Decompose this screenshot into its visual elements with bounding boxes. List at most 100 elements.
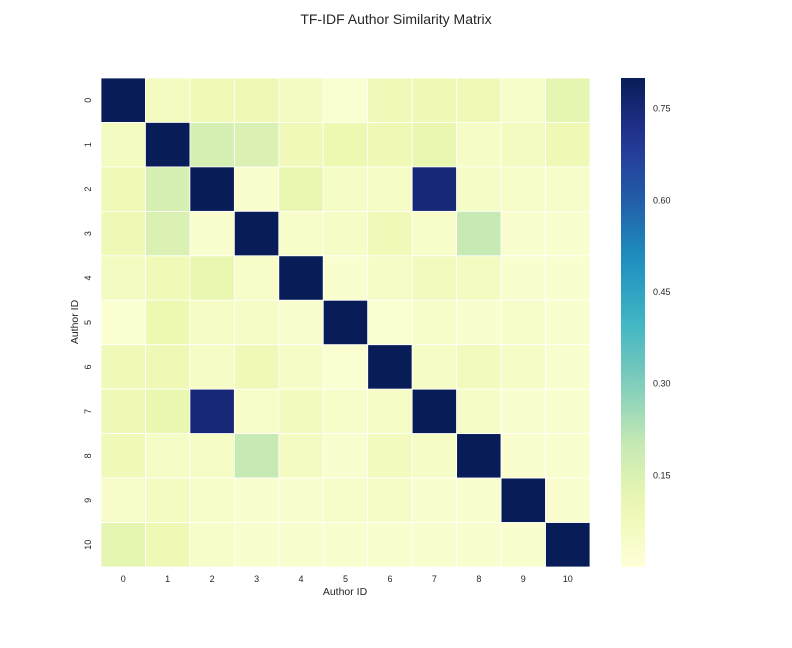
heatmap-cell: [545, 299, 591, 346]
heatmap-cell: [411, 299, 458, 346]
colorbar-tick-label: 0.15: [653, 470, 671, 480]
colorbar: [621, 78, 645, 567]
heatmap-cell: [500, 166, 546, 212]
x-tick-label: 9: [521, 574, 526, 584]
colorbar-tick-label: 0.30: [653, 379, 671, 389]
x-tick-label: 6: [387, 574, 392, 584]
heatmap-cell: [456, 77, 502, 123]
x-tick-label: 1: [165, 574, 170, 584]
heatmap-cell: [411, 433, 458, 479]
x-tick-label: 4: [299, 574, 304, 584]
heatmap-cell: [545, 166, 591, 212]
heatmap-cell: [189, 477, 235, 523]
heatmap-cell: [322, 166, 369, 212]
heatmap-cell: [411, 388, 458, 435]
y-tick-label: 10: [83, 540, 93, 550]
heatmap-cell: [145, 388, 191, 435]
heatmap-cell: [278, 477, 324, 523]
heatmap-cell: [411, 166, 458, 212]
heatmap-cell: [189, 122, 235, 168]
heatmap-cell: [322, 522, 369, 568]
heatmap-cell: [500, 522, 546, 568]
heatmap-cell: [456, 122, 502, 168]
heatmap-cell: [411, 477, 458, 523]
heatmap-cell: [367, 77, 413, 123]
heatmap-cell: [278, 210, 324, 257]
heatmap-cell: [189, 299, 235, 346]
heatmap-cell: [145, 522, 191, 568]
heatmap-cell: [545, 477, 591, 523]
heatmap-cell: [322, 388, 369, 435]
heatmap-cell: [545, 255, 591, 301]
heatmap-cell: [456, 166, 502, 212]
heatmap-cell: [100, 77, 146, 123]
heatmap-cell: [411, 77, 458, 123]
heatmap-cell: [500, 77, 546, 123]
x-tick-label: 5: [343, 574, 348, 584]
heatmap-cell: [500, 122, 546, 168]
heatmap-cell: [278, 522, 324, 568]
x-tick-label: 8: [476, 574, 481, 584]
heatmap-cell: [189, 344, 235, 390]
y-tick-label: 8: [83, 453, 93, 458]
heatmap-cell: [456, 388, 502, 435]
heatmap-cell: [145, 255, 191, 301]
y-tick-label: 9: [83, 498, 93, 503]
y-tick-label: 5: [83, 320, 93, 325]
heatmap-cell: [278, 166, 324, 212]
heatmap-cell: [278, 388, 324, 435]
heatmap-cell: [411, 522, 458, 568]
heatmap-cell: [145, 77, 191, 123]
heatmap-cell: [278, 433, 324, 479]
heatmap-cell: [322, 433, 369, 479]
heatmap-cell: [456, 299, 502, 346]
heatmap-cell: [145, 210, 191, 257]
heatmap-cell: [100, 299, 146, 346]
heatmap-cell: [411, 210, 458, 257]
heatmap-cell: [278, 299, 324, 346]
heatmap-cell: [411, 344, 458, 390]
y-tick-label: 4: [83, 276, 93, 281]
heatmap-cell: [322, 210, 369, 257]
heatmap-cell: [367, 522, 413, 568]
heatmap-cell: [100, 210, 146, 257]
heatmap-cell: [322, 344, 369, 390]
heatmap-cell: [100, 433, 146, 479]
heatmap-cell: [189, 166, 235, 212]
heatmap-cell: [189, 255, 235, 301]
y-tick-labels: 0 1 2 3 4 5 6 7 8 9 10: [83, 98, 93, 550]
heatmap-cell: [411, 122, 458, 168]
heatmap-cells: [100, 77, 591, 568]
heatmap-cell: [145, 477, 191, 523]
x-tick-label: 7: [432, 574, 437, 584]
heatmap-cell: [189, 77, 235, 123]
heatmap-cell: [367, 210, 413, 257]
x-tick-label: 3: [254, 574, 259, 584]
heatmap-cell: [233, 210, 280, 257]
heatmap-cell: [545, 344, 591, 390]
heatmap-cell: [145, 344, 191, 390]
y-tick-label: 3: [83, 231, 93, 236]
x-tick-labels: 0 1 2 3 4 5 6 7 8 9 10: [121, 574, 573, 584]
heatmap-cell: [100, 477, 146, 523]
heatmap-cell: [367, 122, 413, 168]
heatmap-cell: [322, 299, 369, 346]
heatmap-cell: [456, 433, 502, 479]
heatmap-cell: [189, 210, 235, 257]
heatmap-cell: [189, 388, 235, 435]
heatmap-cell: [233, 388, 280, 435]
heatmap-cell: [545, 433, 591, 479]
heatmap-cell: [456, 477, 502, 523]
heatmap-cell: [145, 122, 191, 168]
heatmap-cell: [233, 166, 280, 212]
colorbar-tick-label: 0.60: [653, 195, 671, 205]
heatmap-cell: [145, 299, 191, 346]
y-axis-label: Author ID: [69, 299, 81, 344]
heatmap-cell: [100, 388, 146, 435]
heatmap-cell: [367, 477, 413, 523]
x-tick-label: 0: [121, 574, 126, 584]
heatmap-cell: [545, 522, 591, 568]
chart-title: TF-IDF Author Similarity Matrix: [300, 11, 491, 27]
heatmap-cell: [545, 388, 591, 435]
